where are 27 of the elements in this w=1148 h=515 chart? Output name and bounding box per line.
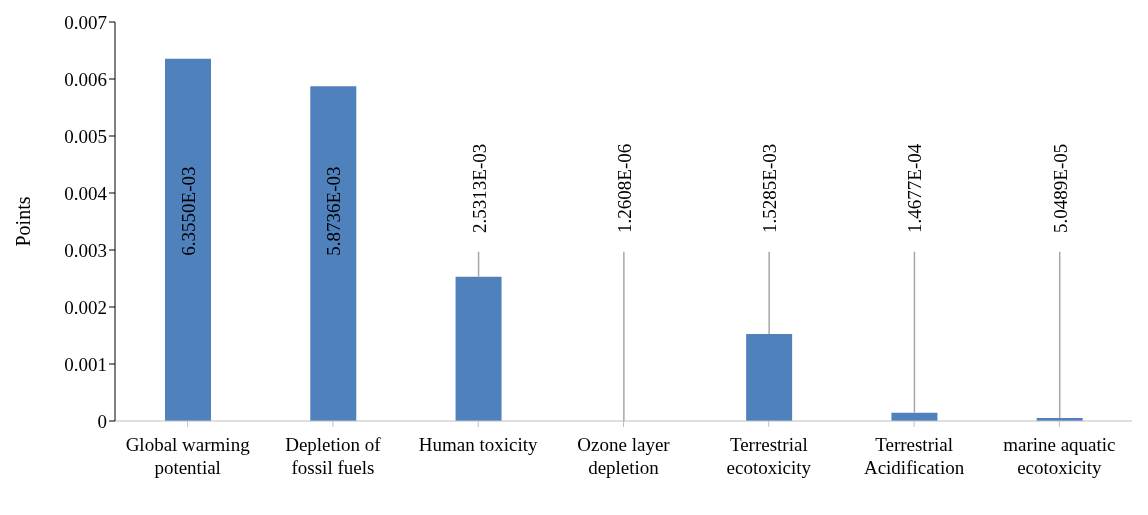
data-label: 5.8736E-03 [323, 166, 345, 256]
bar [165, 58, 211, 421]
x-tick-label: Depletion of fossil fuels [285, 434, 382, 478]
x-tick-label: Terrestrial ecotoxicity [726, 434, 812, 478]
x-tick-label: Ozone layer depletion [577, 434, 671, 478]
data-label: 6.3550E-03 [178, 166, 199, 256]
y-axis-title: Points [12, 196, 34, 247]
bar [746, 333, 793, 421]
y-tick-label: 0.002 [64, 296, 107, 318]
data-label: 1.5285E-03 [759, 143, 781, 233]
data-label: 5.0489E-05 [1049, 143, 1071, 233]
bar [310, 86, 357, 421]
x-tick-label: marine aquatic ecotoxicity [1003, 434, 1116, 478]
data-label: 1.4677E-04 [904, 143, 926, 233]
y-tick-label: 0.007 [64, 11, 107, 33]
x-tick-label: Terrestrial Acidification [863, 434, 965, 478]
data-label: 1.2608E-06 [613, 143, 635, 233]
y-tick-label: 0.004 [64, 182, 108, 204]
y-tick-label: 0.001 [64, 353, 107, 375]
x-tick-label: Human toxicity [418, 434, 539, 455]
bar [455, 276, 502, 421]
x-tick-label: Global warming potential [125, 434, 251, 478]
data-label: 2.5313E-03 [468, 143, 490, 233]
y-tick-label: 0 [97, 410, 107, 432]
y-tick-label: 0.005 [64, 125, 107, 147]
y-tick-label: 0.003 [64, 239, 107, 261]
y-tick-label: 0.006 [64, 68, 107, 90]
